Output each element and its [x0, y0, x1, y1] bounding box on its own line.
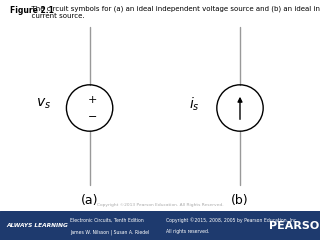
Text: All rights reserved.: All rights reserved. — [166, 229, 210, 234]
Text: (b): (b) — [231, 194, 249, 207]
Text: $v_s$: $v_s$ — [36, 97, 52, 111]
Text: The circuit symbols for (a) an ideal independent voltage source and (b) an ideal: The circuit symbols for (a) an ideal ind… — [27, 6, 320, 19]
Text: PEARSON: PEARSON — [269, 221, 320, 231]
Text: Electronic Circuits, Tenth Edition: Electronic Circuits, Tenth Edition — [70, 217, 144, 222]
Text: Copyright ©2015, 2008, 2005 by Pearson Education, Inc.: Copyright ©2015, 2008, 2005 by Pearson E… — [166, 217, 298, 223]
Text: $i_s$: $i_s$ — [189, 95, 200, 113]
Text: ALWAYS LEARNING: ALWAYS LEARNING — [6, 223, 68, 228]
Text: Copyright ©2013 Pearson Education. All Rights Reserved.: Copyright ©2013 Pearson Education. All R… — [97, 203, 223, 207]
Text: James W. Nilsson | Susan A. Riedel: James W. Nilsson | Susan A. Riedel — [70, 229, 150, 235]
Text: −: − — [88, 112, 98, 122]
Text: +: + — [88, 95, 98, 105]
Text: (a): (a) — [81, 194, 98, 207]
Text: Figure 2.1: Figure 2.1 — [10, 6, 53, 15]
